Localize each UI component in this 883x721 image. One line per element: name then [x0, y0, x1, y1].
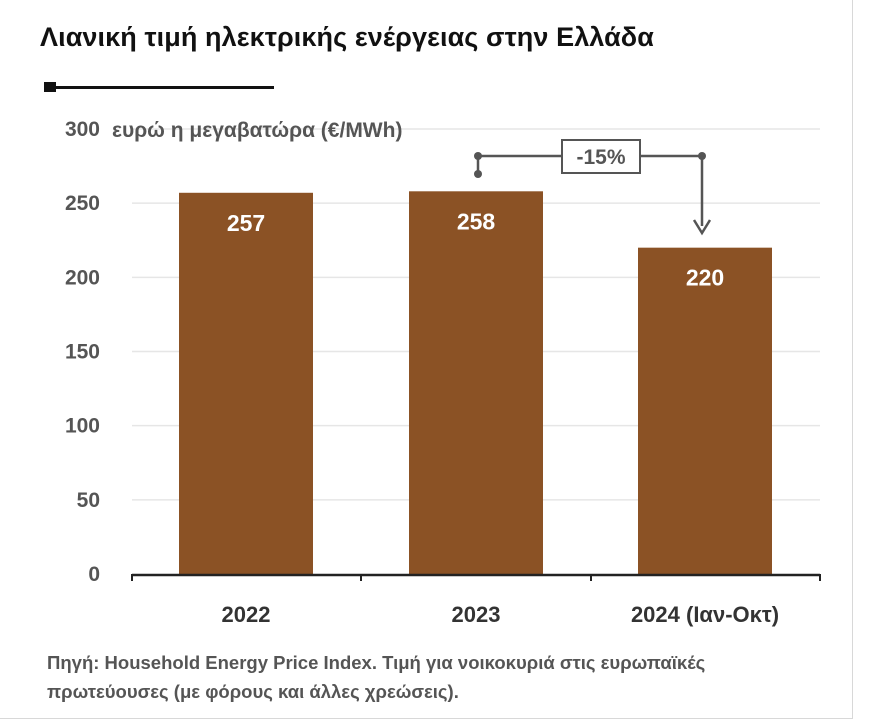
annotation-label: -15%	[576, 146, 625, 169]
annotation-arrowhead	[692, 219, 712, 236]
bar-chart: 0 50 100 150 200 250 300 ευρώ η μεγαβατώρα (€/…	[65, 118, 821, 627]
title-underline	[44, 86, 274, 89]
bar-value-label: 258	[457, 208, 496, 234]
y-axis-ticks: 0 50 100 150 200 250 300	[65, 118, 100, 586]
y-tick-label: 150	[65, 341, 100, 364]
source-note: Πηγή: Household Energy Price Index. Τιμή…	[47, 652, 706, 702]
bar-value-label: 220	[686, 265, 724, 291]
y-tick-label: 50	[77, 489, 100, 512]
x-axis-categories: 2022 2023 2024 (Ιαν-Οκτ)	[222, 602, 780, 627]
annotation-left-dot	[474, 170, 482, 178]
chart-title: Λιανική τιμή ηλεκτρικής ενέργειας στην Ε…	[40, 22, 654, 52]
y-tick-label: 250	[65, 192, 100, 215]
y-tick-label: 0	[88, 563, 100, 586]
bar	[638, 247, 772, 574]
x-category-label: 2024 (Ιαν-Οκτ)	[631, 602, 779, 627]
x-category-label: 2023	[452, 602, 501, 627]
bar-value-label: 257	[227, 210, 265, 236]
y-axis-unit-label: ευρώ η μεγαβατώρα (€/MWh)	[112, 119, 402, 142]
title-underline-cap	[44, 82, 56, 92]
y-tick-label: 100	[65, 415, 100, 438]
y-tick-label: 200	[65, 266, 100, 289]
bar	[409, 191, 543, 575]
bars: 257 258 220	[131, 191, 821, 581]
x-category-label: 2022	[222, 602, 271, 627]
annotation-box	[561, 139, 641, 174]
bar	[179, 192, 313, 575]
change-annotation: -15%	[474, 139, 712, 236]
chart-frame	[0, 0, 853, 719]
y-tick-label: 300	[65, 118, 100, 141]
